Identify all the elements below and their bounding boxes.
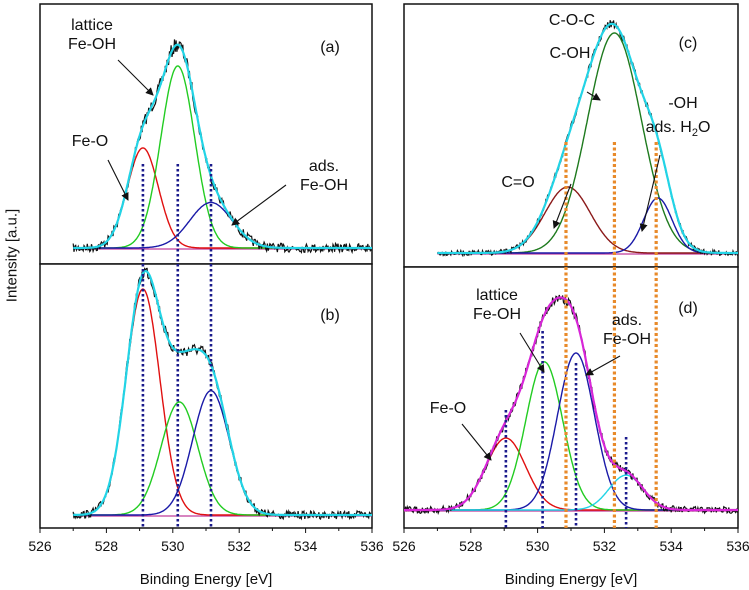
x-tick-label-d-534: 534	[660, 538, 684, 554]
panel-c-fit-envelope	[437, 22, 738, 255]
annotation-d-arrow-2	[585, 355, 621, 376]
annotation-a-3-line-1: ads.	[309, 158, 339, 175]
annotation-ads-h2o-part1: ads. H	[646, 119, 692, 136]
panel-a-fit-envelope	[73, 43, 372, 250]
x-tick-label-b-534: 534	[294, 538, 318, 554]
annotation-a-1-line-2: Fe-OH	[68, 36, 116, 53]
annotation-a-arrow-3	[231, 184, 287, 226]
panel-c-label: (c)	[679, 35, 698, 52]
panel-a: (a) lattice Fe-OH Fe-O ads. Fe-OH	[39, 3, 373, 265]
panel-a-label: (a)	[320, 39, 340, 56]
x-tick-label-d-536: 536	[726, 538, 749, 554]
annotation-oh: -OH	[668, 95, 697, 112]
panel-d: (d) lattice Fe-OH ads. Fe-OH Fe-O	[403, 266, 739, 529]
annotation-c-eq-o: C=O	[501, 174, 534, 191]
x-tick-label-b-536: 536	[360, 538, 384, 554]
panel-b: (b)	[39, 263, 373, 529]
annotation-ads-h2o: ads. H2O	[646, 119, 711, 139]
x-tick-label-b-528: 528	[95, 538, 119, 554]
panel-b-label: (b)	[320, 307, 340, 324]
x-tick-label-d-528: 528	[459, 538, 483, 554]
annotation-c-oh: C-OH	[550, 45, 591, 62]
panel-c: (c) C-O-C C-OH -OH ads. H2O C=O	[403, 3, 739, 268]
panel-d-label: (d)	[678, 300, 698, 317]
annotation-a-2-line-1: Fe-O	[72, 133, 108, 150]
annotation-d-1-line-2: Fe-OH	[473, 306, 521, 323]
annotation-d-arrow-3	[461, 423, 492, 461]
x-axis-label-d: Binding Energy [eV]	[505, 571, 638, 588]
annotation-a-arrow-2	[107, 159, 129, 201]
annotation-c-arrow-3	[639, 154, 661, 232]
annotation-ads-h2o-part3: O	[698, 119, 710, 136]
annotation-d-3-line-1: Fe-O	[430, 400, 466, 417]
annotation-c-o-c: C-O-C	[549, 12, 595, 29]
annotation-c-arrow-2	[552, 183, 572, 229]
annotation-d-2-line-2: Fe-OH	[603, 331, 651, 348]
annotation-d-arrow-1	[519, 332, 545, 373]
annotation-c-arrow-1	[586, 91, 601, 101]
x-axis-label-b: Binding Energy [eV]	[140, 571, 273, 588]
annotation-ads-h2o-sub: 2	[692, 127, 698, 139]
annotation-d-2-line-1: ads.	[612, 312, 642, 329]
panel-b-fit-envelope	[73, 269, 372, 517]
x-tick-label-b-530: 530	[161, 538, 185, 554]
x-tick-label-d-526: 526	[392, 538, 416, 554]
panel-a-frame	[39, 3, 373, 265]
panel-c-frame	[403, 3, 739, 268]
x-tick-label-b-532: 532	[228, 538, 252, 554]
annotation-a-1-line-1: lattice	[71, 17, 113, 34]
panel-d-fit-envelope	[404, 296, 738, 512]
annotation-d-1-line-1: lattice	[476, 287, 518, 304]
x-tick-label-b-526: 526	[28, 538, 52, 554]
x-tick-label-d-532: 532	[593, 538, 617, 554]
x-tick-label-d-530: 530	[526, 538, 550, 554]
annotation-a-3-line-2: Fe-OH	[300, 177, 348, 194]
annotation-a-arrow-1	[117, 59, 154, 96]
panel-d-frame	[403, 266, 739, 529]
